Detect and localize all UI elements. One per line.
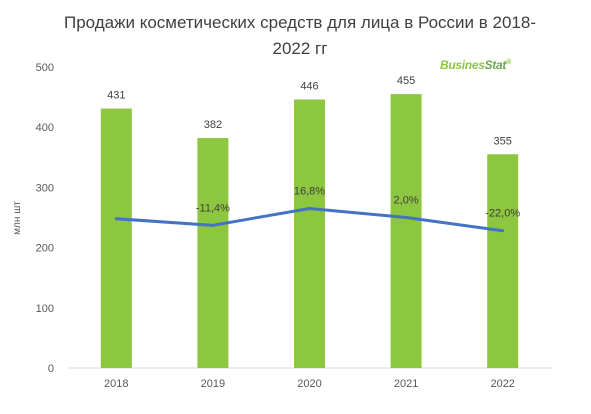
bar-2019 — [197, 138, 229, 368]
growth-rate-point — [114, 217, 118, 221]
chart-title: Продажи косметических средств для лица в… — [64, 13, 536, 58]
bar-value-label: 382 — [204, 119, 222, 131]
bar-value-label: 455 — [397, 75, 415, 87]
y-axis-title: млн шт — [12, 201, 23, 235]
bar-2021 — [390, 94, 422, 368]
bar-value-label: 446 — [300, 81, 318, 93]
y-tick-label: 200 — [36, 243, 54, 255]
y-tick-label: 400 — [36, 122, 54, 134]
x-tick-label: 2018 — [104, 378, 128, 390]
bar-value-label: 431 — [107, 90, 125, 102]
y-tick-label: 500 — [36, 62, 54, 74]
bar-value-label: 355 — [494, 135, 512, 147]
bar-2022 — [487, 154, 519, 368]
growth-rate-point — [501, 229, 505, 233]
growth-rate-label: -22,0% — [485, 208, 520, 220]
businessstat-logo: BusinesStat® — [440, 58, 511, 72]
x-tick-label: 2020 — [297, 378, 321, 390]
growth-rate-point — [211, 223, 215, 227]
x-tick-label: 2022 — [490, 378, 514, 390]
bar-2018 — [100, 108, 132, 369]
growth-rate-point — [308, 206, 311, 210]
x-tick-label: 2021 — [394, 378, 418, 390]
y-tick-label: 300 — [36, 182, 54, 194]
growth-rate-label: -11,4% — [196, 202, 230, 214]
y-tick-label: 100 — [36, 303, 54, 315]
x-tick-label: 2019 — [201, 378, 225, 390]
growth-rate-label: 16,8% — [294, 185, 325, 197]
bar-2020 — [294, 99, 325, 369]
growth-rate-point — [404, 216, 408, 219]
growth-rate-label: 2,0% — [394, 195, 419, 207]
y-tick-label: 0 — [48, 363, 54, 375]
